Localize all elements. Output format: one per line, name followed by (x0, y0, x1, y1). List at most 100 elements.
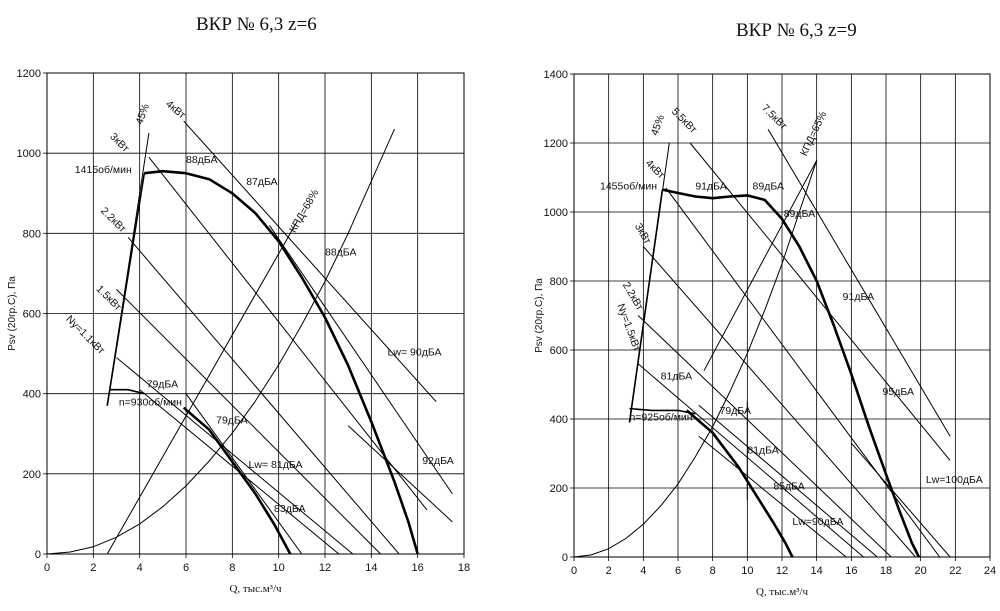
x-tick-label: 18 (880, 565, 892, 577)
y-tick-label: 600 (23, 309, 41, 321)
annotation-label: 83дБА (274, 503, 305, 515)
annotation-label: Ny=1.1кВт (63, 313, 107, 357)
x-tick-label: 2 (90, 562, 96, 574)
series-lw-90дба (268, 225, 453, 495)
x-tick-label: 14 (811, 565, 823, 577)
annotation-label: 89дБА (784, 208, 815, 220)
x-tick-label: 0 (44, 562, 50, 574)
y-tick-label: 0 (562, 552, 568, 564)
annotation-label: 45% (649, 113, 667, 137)
annotation-label: 3кВт (632, 221, 653, 246)
y-tick-label: 1200 (544, 138, 568, 150)
x-tick-label: 12 (319, 562, 331, 574)
series-83дба (185, 393, 303, 554)
annotation-label: 89дБА (753, 181, 784, 193)
annotation-label: 79дБА (720, 405, 751, 417)
x-tick-label: 6 (675, 565, 681, 577)
annotation-label: 1455об/мин (600, 181, 657, 193)
annotation-label: КПД=65% (798, 110, 829, 159)
x-axis-label: Q, тыс.м³/ч (756, 586, 809, 598)
chart-2: 0 2 4 6 8 10 12 14 16 18 20 22 240200400600800100012… (534, 69, 996, 598)
y-tick-label: 1000 (544, 207, 568, 219)
series-5-5квт (689, 142, 951, 461)
series-2-2квт (637, 315, 892, 557)
annotation-label: 85дБА (773, 481, 804, 493)
series-92дба (347, 425, 453, 523)
series-lw-81дба (139, 389, 340, 554)
x-tick-label: 24 (984, 565, 996, 577)
y-tick-label: 800 (550, 276, 568, 288)
y-tick-label: 1400 (544, 69, 568, 81)
series-кпд-68- (106, 221, 298, 554)
x-tick-label: 18 (458, 562, 470, 574)
annotation-label: 92дБА (422, 455, 453, 467)
x-tick-label: 4 (640, 565, 646, 577)
annotation-label: Lw=90дБА (792, 516, 843, 528)
x-tick-label: 10 (273, 562, 285, 574)
annotation-label: 2.2кВт (98, 205, 128, 235)
annotation-label: 5.5кВт (669, 106, 699, 136)
series-1455об-мин (662, 188, 921, 557)
y-tick-label: 1000 (17, 148, 41, 160)
series-ny-1-5квт (637, 363, 864, 557)
series-group (47, 120, 453, 554)
y-tick-label: 400 (550, 414, 568, 426)
annotation-label: 79дБА (147, 379, 178, 391)
annotation-label: 7.5кВт (759, 102, 789, 132)
annotation-label: n=930об/мин (119, 397, 182, 409)
series-group (574, 128, 951, 557)
annotation-label: 81дБА (747, 445, 778, 457)
x-tick-label: 8 (710, 565, 716, 577)
annotation-label: 4кВт (163, 98, 188, 121)
annotation-label: 3кВт (107, 131, 131, 155)
series-1-5квт (116, 289, 381, 554)
series-4квт (665, 187, 941, 557)
series-curve (685, 409, 794, 557)
plot-frame (46, 72, 465, 555)
series-n-930об-мин (109, 388, 145, 395)
series-lw-100дба (850, 442, 951, 557)
x-tick-label: 8 (229, 562, 235, 574)
y-tick-label: 0 (35, 549, 41, 561)
x-tick-label: 14 (365, 562, 377, 574)
annotation-label: 87дБА (246, 176, 277, 188)
series-ny-1-1квт (116, 357, 354, 554)
annotation-label: 95дБА (883, 386, 914, 398)
series-7-5квт (767, 128, 951, 437)
series-4квт (183, 120, 437, 403)
y-tick-label: 400 (23, 389, 41, 401)
y-tick-label: 200 (550, 483, 568, 495)
annotation-label: 1415об/мин (75, 164, 132, 176)
y-tick-label: 800 (23, 228, 41, 240)
annotation-label: 79дБА (216, 415, 247, 427)
y-axis-label: Psv (20гр.С), Па (7, 276, 18, 351)
y-tick-label: 1200 (17, 68, 41, 80)
x-axis-label: Q, тыс.м³/ч (229, 583, 282, 595)
x-tick-label: 6 (183, 562, 189, 574)
annotation-label: Lw=100дБА (926, 474, 983, 486)
x-tick-label: 22 (949, 565, 961, 577)
annotation-label: Lw= 81дБА (249, 459, 303, 471)
series-45- (106, 133, 150, 406)
annotation-label: 4кВт (643, 157, 667, 181)
y-tick-label: 600 (550, 345, 568, 357)
annotation-label: КПД=68% (287, 187, 321, 235)
annotation-label: Lw= 90дБА (388, 347, 442, 359)
annotation-label: 91дБА (695, 181, 726, 193)
plot-frame (573, 73, 991, 558)
annotation-label: 88дБА (186, 154, 217, 166)
series-1415об-мин (144, 169, 419, 554)
series-n-925об-мин (629, 407, 696, 415)
series-lw-90дба (698, 404, 878, 557)
x-tick-label: 0 (571, 565, 577, 577)
x-tick-label: 16 (845, 565, 857, 577)
x-tick-label: 2 (606, 565, 612, 577)
series-3квт (148, 156, 428, 511)
y-tick-label: 200 (23, 469, 41, 481)
chart-1: 0 2 4 6 8 10 12 14 16 18 0 200 400 600 800 1000 1200 Q, т… (7, 68, 470, 595)
annotation-label: 1.5кВт (94, 283, 124, 313)
series-system (574, 160, 818, 557)
series-85дба (698, 435, 847, 557)
annotation-label: n=925об/мин (629, 412, 692, 424)
y-axis-label: Psv (20гр.С), Па (534, 278, 545, 353)
